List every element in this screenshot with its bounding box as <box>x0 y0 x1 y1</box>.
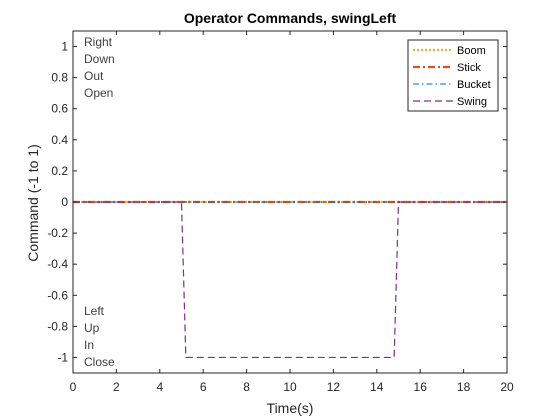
x-axis-title: Time(s) <box>267 400 314 416</box>
y-axis-title: Command (-1 to 1) <box>25 144 41 261</box>
lower-label-up: Up <box>84 321 100 335</box>
lower-label-left: Left <box>84 304 105 318</box>
upper-label-out: Out <box>84 69 104 83</box>
legend-label-bucket: Bucket <box>457 79 491 91</box>
x-tick-label: 8 <box>243 380 250 394</box>
y-tick-label: 0.8 <box>51 71 68 85</box>
y-tick-label: -0.8 <box>47 319 68 333</box>
series-layer <box>73 200 507 359</box>
legend-box <box>407 39 499 112</box>
x-ticks: 0 2 4 6 8 10 12 14 16 18 20 <box>70 31 514 394</box>
y-tick-label: 1 <box>61 40 68 54</box>
x-tick-label: 10 <box>283 380 297 394</box>
y-tick-label: 0.2 <box>51 164 68 178</box>
legend-label-swing: Swing <box>457 96 487 108</box>
legend: Boom Stick Bucket Swing <box>407 39 499 112</box>
series-line-swing <box>73 201 507 359</box>
upper-label-down: Down <box>84 52 115 66</box>
legend-label-boom: Boom <box>457 45 486 57</box>
x-tick-label: 20 <box>500 380 514 394</box>
chart-title: Operator Commands, swingLeft <box>184 10 397 26</box>
x-tick-label: 14 <box>370 380 384 394</box>
y-tick-label: 0.6 <box>51 102 68 116</box>
y-tick-label: 0.4 <box>51 133 68 147</box>
y-tick-label: -0.4 <box>47 257 68 271</box>
y-tick-label: -0.2 <box>47 226 68 240</box>
y-tick-label: -1 <box>57 350 68 364</box>
lower-direction-labels: Left Up In Close <box>84 304 115 369</box>
x-tick-label: 2 <box>113 380 120 394</box>
upper-label-open: Open <box>84 86 113 100</box>
x-tick-label: 12 <box>327 380 341 394</box>
x-tick-label: 16 <box>414 380 428 394</box>
lower-label-close: Close <box>84 355 115 369</box>
y-tick-label: -0.6 <box>47 288 68 302</box>
y-ticks: -1 -0.8 -0.6 -0.4 -0.2 0 0.2 0.4 0.6 0.8 1 <box>47 40 507 364</box>
legend-label-stick: Stick <box>457 62 481 74</box>
x-tick-label: 6 <box>200 380 207 394</box>
upper-label-right: Right <box>84 35 113 49</box>
x-tick-label: 0 <box>70 380 77 394</box>
x-tick-label: 4 <box>156 380 163 394</box>
x-tick-label: 18 <box>457 380 471 394</box>
upper-direction-labels: Right Down Out Open <box>84 35 115 100</box>
y-tick-label: 0 <box>61 195 68 209</box>
lower-label-in: In <box>84 338 94 352</box>
